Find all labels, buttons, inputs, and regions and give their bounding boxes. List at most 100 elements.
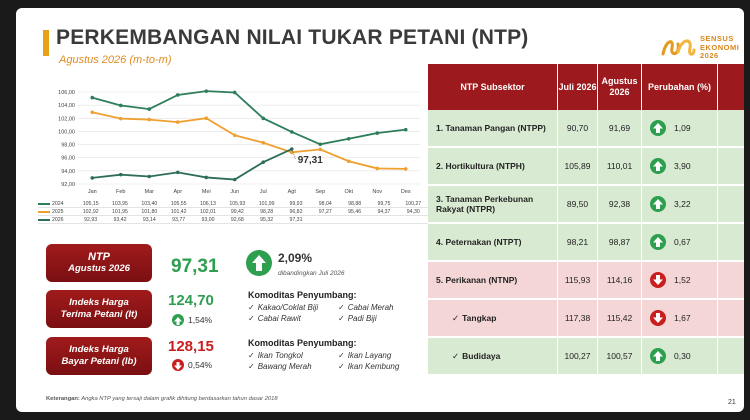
- table-row: 3. Tanaman Perkebunan Rakyat (NTPR) 89,50…: [428, 186, 744, 224]
- it-komoditas-title: Komoditas Penyumbang:: [248, 290, 357, 300]
- legend-entry: 2025: [38, 209, 76, 215]
- chart-table-cell: 101,42: [170, 208, 187, 215]
- data-point-2025: [403, 167, 408, 171]
- ib-komoditas-title: Komoditas Penyumbang:: [248, 338, 357, 348]
- perubahan-cell: 1,09: [642, 110, 718, 146]
- chart-table-cell: 99,93: [289, 200, 303, 207]
- subsektor-name: 2. Hortikultura (NTPH): [428, 148, 558, 184]
- data-point-2024: [175, 93, 180, 97]
- perubahan-value: 3,22: [674, 199, 691, 209]
- chart-table-cell: 93,77: [172, 216, 186, 223]
- data-point-2025: [118, 116, 123, 121]
- chart-table-cell: 103,95: [112, 200, 128, 207]
- table-row: 1. Tanaman Pangan (NTPP) 90,70 91,69 1,09: [428, 110, 744, 148]
- chart-svg: 92,00 94,00 96,00 98,00 100,00 102,00 104,00 10…: [58, 89, 420, 195]
- agustus-value: 92,38: [598, 186, 642, 222]
- ntp-value: 97,31: [171, 256, 219, 277]
- chart-table-cell: [311, 217, 340, 223]
- data-point-2025: [318, 147, 323, 152]
- slide: PERKEMBANGAN NILAI TUKAR PETANI (NTP) Ag…: [16, 8, 744, 412]
- agustus-value: 115,42: [598, 300, 642, 336]
- chart-table-row: 2026 92,93 93,42 93,14 93,77 93,00 92,68 95,32 9…: [38, 216, 428, 224]
- data-point-2026: [90, 176, 95, 180]
- ib-komoditas-item: Ikan Tongkol: [248, 351, 303, 360]
- table-row: ✓ Tangkap 117,38 115,42 1,67: [428, 300, 744, 338]
- ib-komoditas-item: Ikan Kembung: [338, 362, 400, 371]
- chart-table-cell: 93,42: [113, 216, 127, 223]
- y-tick-label: 92,00: [61, 182, 75, 188]
- it-value: 124,70: [168, 292, 214, 309]
- ntp-line-chart: 92,00 94,00 96,00 98,00 100,00 102,00 104,00 10…: [38, 86, 428, 236]
- perubahan-cell: 3,22: [642, 186, 718, 222]
- it-label-block: Indeks Harga Terima Petani (It): [46, 290, 152, 328]
- chart-table-cell: [399, 217, 428, 223]
- chart-table-cell: 97,27: [318, 208, 332, 215]
- data-point-2025: [90, 110, 95, 115]
- footnote: Keterangan: Angka NTP yang tersaji dalam…: [46, 396, 278, 402]
- chart-table-cell: 98,28: [260, 208, 274, 215]
- data-point-2024: [318, 142, 323, 147]
- legend-swatch: [38, 202, 50, 205]
- chart-table-cell: 105,55: [170, 200, 187, 207]
- legend-entry: 2024: [38, 201, 76, 207]
- perubahan-cell: 0,67: [642, 224, 718, 260]
- data-point-2024: [346, 136, 351, 141]
- table-header: NTP Subsektor Juli 2026 Agustus 2026 Per…: [428, 64, 744, 110]
- table-row: 4. Peternakan (NTPT) 98,21 98,87 0,67: [428, 224, 744, 262]
- x-tick-label: Des: [401, 189, 411, 195]
- chart-table-cell: 98,88: [348, 200, 362, 207]
- header-agustus: Agustus 2026: [598, 64, 642, 110]
- agustus-value: 100,57: [598, 338, 642, 374]
- x-tick-label: Apr: [173, 189, 182, 195]
- juli-value: 105,89: [558, 148, 598, 184]
- x-tick-label: Nov: [372, 189, 382, 195]
- arrow-up-icon: [650, 158, 666, 174]
- header-subsektor: NTP Subsektor: [428, 64, 558, 110]
- header-juli: Juli 2026: [558, 64, 598, 110]
- x-tick-label: Agt: [288, 189, 297, 195]
- data-point-2026: [261, 160, 266, 164]
- it-komoditas-item: Kakao/Coklat Biji: [248, 303, 318, 312]
- table-row: 5. Perikanan (NTNP) 115,93 114,16 1,52: [428, 262, 744, 300]
- table-body: 1. Tanaman Pangan (NTPP) 90,70 91,69 1,09 2.…: [428, 110, 744, 376]
- data-point-2024: [261, 116, 266, 121]
- chart-table-cell: [369, 217, 398, 223]
- data-point-2025: [232, 133, 237, 138]
- x-tick-label: Sep: [315, 189, 325, 195]
- perubahan-value: 0,30: [674, 351, 691, 361]
- legend-entry: 2026: [38, 217, 76, 223]
- perubahan-cell: 1,52: [642, 262, 718, 298]
- chart-data-table: 2024 105,15 103,95 103,40 105,55 106,13 105,93…: [38, 200, 428, 224]
- chart-table-cell: 102,92: [82, 208, 99, 215]
- y-tick-label: 94,00: [61, 169, 75, 175]
- y-tick-label: 100,00: [58, 129, 75, 135]
- data-point-2026: [204, 175, 209, 180]
- chart-table-cell: 99,75: [377, 200, 391, 207]
- ntp-compare-text: dibandingkan Juli 2026: [278, 270, 345, 277]
- chart-table-cell: 103,40: [141, 200, 158, 207]
- page-number: 21: [728, 399, 736, 406]
- chart-table-cell: 105,15: [82, 200, 99, 207]
- ib-change: 0,54%: [188, 360, 213, 370]
- data-point-2025: [346, 159, 351, 164]
- juli-value: 100,27: [558, 338, 598, 374]
- x-tick-label: Feb: [116, 189, 125, 195]
- juli-value: 115,93: [558, 262, 598, 298]
- logo-text: SENSUS EKONOMI 2026: [700, 34, 740, 60]
- title-accent-bar: [43, 30, 49, 56]
- perubahan-cell: 3,90: [642, 148, 718, 184]
- ib-value: 128,15: [168, 338, 214, 355]
- y-tick-label: 106,00: [58, 90, 75, 96]
- arrow-up-icon: [650, 120, 666, 136]
- data-point-2025: [147, 117, 152, 122]
- arrow-down-icon: [172, 359, 184, 371]
- juli-value: 117,38: [558, 300, 598, 336]
- page-subtitle: Agustus 2026 (m-to-m): [59, 54, 172, 66]
- series-line-2025: [92, 111, 406, 170]
- data-point-2024: [375, 131, 380, 135]
- subsektor-name: ✓ Tangkap: [428, 300, 558, 336]
- perubahan-cell: 1,67: [642, 300, 718, 336]
- perubahan-value: 1,52: [674, 275, 691, 285]
- ib-label-block: Indeks Harga Bayar Petani (Ib): [46, 337, 152, 375]
- subsektor-name: 3. Tanaman Perkebunan Rakyat (NTPR): [428, 186, 558, 222]
